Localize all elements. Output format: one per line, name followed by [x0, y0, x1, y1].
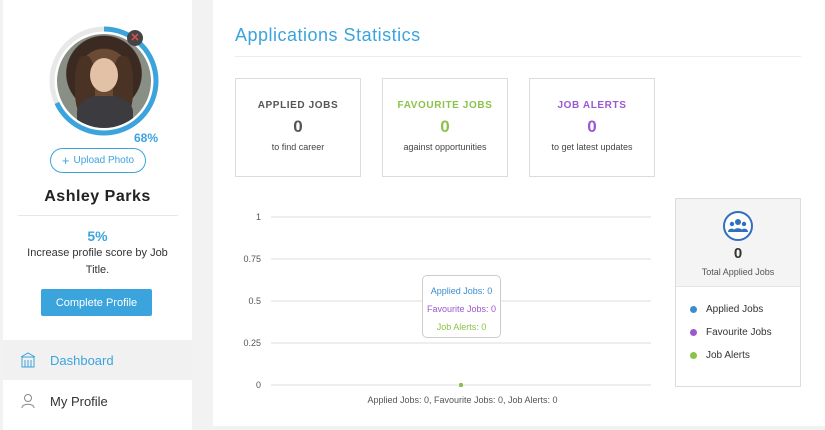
- upload-photo-label: Upload Photo: [73, 155, 135, 166]
- page-title: Applications Statistics: [235, 25, 421, 45]
- avatar: ✕: [48, 25, 160, 137]
- tooltip-applied: Applied Jobs: 0: [430, 286, 493, 296]
- card-subtitle: to find career: [271, 142, 325, 152]
- legend-dot: [690, 306, 697, 313]
- legend-label: Favourite Jobs: [706, 327, 772, 338]
- card-subtitle: to get latest updates: [551, 142, 633, 152]
- profile-photo: [57, 34, 151, 128]
- favourite-jobs-card[interactable]: FAVOURITE JOBS 0 against opportunities: [382, 78, 508, 177]
- user-name: Ashley Parks: [44, 188, 151, 205]
- user-icon: [20, 393, 36, 409]
- tooltip-alerts: Job Alerts: 0: [436, 322, 487, 332]
- card-title: JOB ALERTS: [557, 100, 627, 111]
- chart-tooltip: Applied Jobs: 0 Favourite Jobs: 0 Job Al…: [422, 275, 501, 338]
- chart-caption: Applied Jobs: 0, Favourite Jobs: 0, Job …: [367, 395, 558, 405]
- divider: [235, 56, 801, 57]
- legend-dot: [690, 329, 697, 336]
- remove-photo-icon[interactable]: ✕: [127, 30, 143, 46]
- card-title: FAVOURITE JOBS: [397, 100, 493, 111]
- total-applied-summary: 0 Total Applied Jobs Applied Jobs Favour…: [675, 198, 801, 387]
- y-tick-label: 0: [256, 380, 261, 390]
- data-point[interactable]: [459, 383, 463, 387]
- profile-score: 5%: [87, 228, 108, 244]
- main-panel: Applications Statistics APPLIED JOBS 0 t…: [213, 0, 825, 426]
- y-tick-label: 0.5: [248, 296, 261, 306]
- legend-applied-jobs: Applied Jobs: [690, 304, 763, 315]
- y-tick-label: 0.75: [243, 254, 261, 264]
- card-title: APPLIED JOBS: [257, 100, 339, 111]
- complete-profile-button[interactable]: Complete Profile: [41, 289, 152, 316]
- plus-icon: +: [61, 153, 70, 168]
- legend-label: Job Alerts: [706, 350, 750, 361]
- profile-score-hint: Increase profile score by Job Title.: [27, 247, 168, 276]
- card-count: 0: [587, 117, 597, 136]
- card-count: 0: [440, 117, 450, 136]
- job-alerts-card[interactable]: JOB ALERTS 0 to get latest updates: [529, 78, 655, 177]
- tooltip-favourite: Favourite Jobs: 0: [426, 304, 497, 314]
- y-tick-label: 1: [256, 212, 261, 222]
- legend-job-alerts: Job Alerts: [690, 350, 750, 361]
- profile-completion-ring: [49, 26, 159, 136]
- applied-jobs-card[interactable]: APPLIED JOBS 0 to find career: [235, 78, 361, 177]
- building-icon: [20, 352, 36, 368]
- upload-photo-button[interactable]: + Upload Photo: [50, 148, 146, 173]
- total-applied-count: 0: [733, 245, 743, 262]
- legend-favourite-jobs: Favourite Jobs: [690, 327, 772, 338]
- profile-completion-percent: 68%: [134, 131, 159, 145]
- card-subtitle: against opportunities: [403, 142, 487, 152]
- sidebar: ✕ 68% + Upload Photo Ashley Parks 5% Inc…: [3, 0, 192, 430]
- sidebar-item-dashboard[interactable]: Dashboard: [3, 340, 192, 380]
- y-tick-label: 0.25: [243, 338, 261, 348]
- divider: [18, 215, 178, 216]
- legend-dot: [690, 352, 697, 359]
- sidebar-item-label: My Profile: [50, 393, 108, 409]
- legend-label: Applied Jobs: [706, 304, 764, 315]
- sidebar-item-label: Dashboard: [50, 352, 114, 368]
- card-count: 0: [293, 117, 303, 136]
- sidebar-item-my-profile[interactable]: My Profile: [3, 381, 192, 421]
- users-icon: [723, 211, 753, 241]
- total-applied-label: Total Applied Jobs: [701, 267, 775, 277]
- summary-header: 0 Total Applied Jobs: [676, 199, 800, 287]
